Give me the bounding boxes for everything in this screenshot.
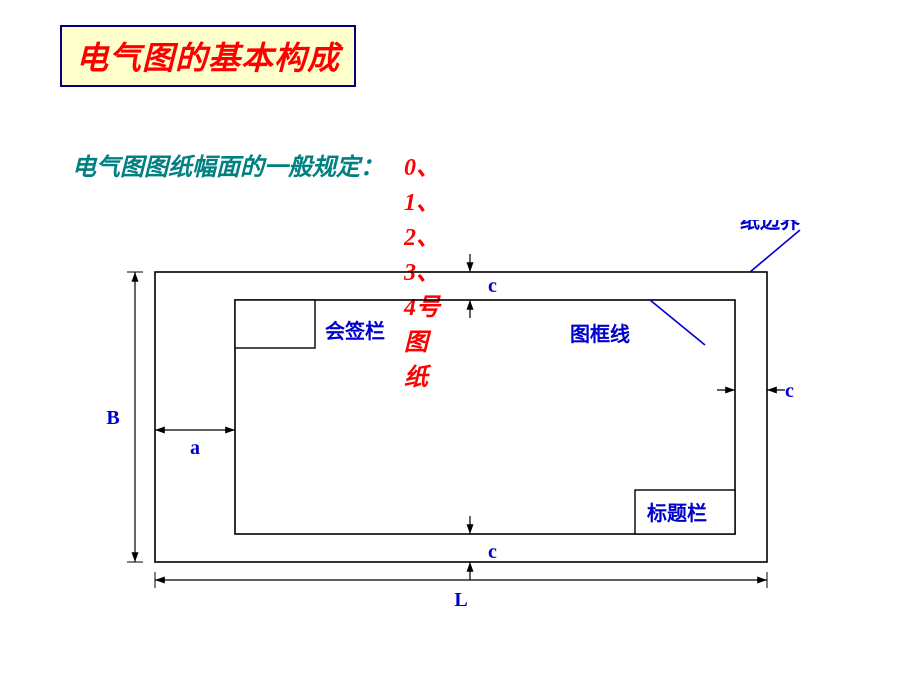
subtitle-row: 电气图图纸幅面的一般规定： 0、1、2、3、4号图纸	[72, 147, 384, 182]
svg-text:L: L	[454, 589, 467, 611]
svg-text:c: c	[488, 541, 497, 563]
svg-text:会签栏: 会签栏	[325, 319, 385, 343]
title-box: 电气图的基本构成	[60, 25, 356, 87]
svg-text:纸边界: 纸边界	[740, 220, 800, 233]
page-title: 电气图的基本构成	[76, 40, 340, 76]
svg-text:图框线: 图框线	[570, 322, 630, 346]
subtitle-prefix: 电气图图纸幅面的一般规定：	[72, 155, 384, 181]
svg-text:c: c	[785, 380, 794, 402]
svg-text:a: a	[190, 437, 200, 459]
svg-text:B: B	[106, 407, 119, 429]
diagram-svg: B La c c c 纸边界图框线 会签栏标题栏	[90, 220, 850, 660]
paper-format-diagram: B La c c c 纸边界图框线 会签栏标题栏	[90, 220, 850, 660]
svg-text:c: c	[488, 275, 497, 297]
svg-text:标题栏: 标题栏	[647, 501, 707, 525]
